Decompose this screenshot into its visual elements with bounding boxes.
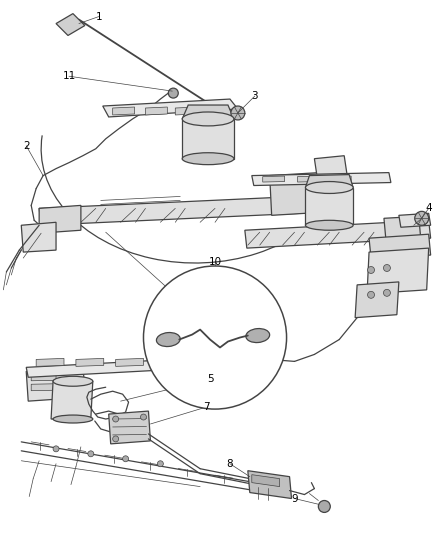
Circle shape <box>53 446 59 452</box>
Polygon shape <box>39 196 321 225</box>
Ellipse shape <box>53 415 93 423</box>
Polygon shape <box>297 176 319 182</box>
Polygon shape <box>182 119 234 159</box>
Polygon shape <box>175 107 197 115</box>
Text: 7: 7 <box>203 402 209 412</box>
Polygon shape <box>263 176 285 182</box>
Ellipse shape <box>156 333 180 346</box>
Ellipse shape <box>246 328 270 343</box>
Circle shape <box>123 456 129 462</box>
Polygon shape <box>39 205 81 233</box>
Polygon shape <box>252 475 279 487</box>
Polygon shape <box>26 367 86 401</box>
Text: 10: 10 <box>208 257 222 267</box>
Polygon shape <box>305 175 353 188</box>
Text: 11: 11 <box>62 71 76 81</box>
Circle shape <box>383 289 390 296</box>
Polygon shape <box>367 248 429 294</box>
Circle shape <box>157 461 163 467</box>
Polygon shape <box>329 176 351 182</box>
Polygon shape <box>109 411 150 444</box>
Ellipse shape <box>305 182 353 193</box>
Text: 5: 5 <box>207 374 213 384</box>
Polygon shape <box>182 105 234 119</box>
Circle shape <box>113 416 119 422</box>
Polygon shape <box>116 358 144 366</box>
Ellipse shape <box>305 220 353 230</box>
Polygon shape <box>145 107 167 115</box>
Polygon shape <box>56 14 85 36</box>
Polygon shape <box>369 234 431 258</box>
Polygon shape <box>399 213 431 227</box>
Polygon shape <box>76 358 104 366</box>
Circle shape <box>415 212 429 225</box>
Polygon shape <box>270 173 321 215</box>
Circle shape <box>367 292 374 298</box>
Polygon shape <box>103 99 238 117</box>
Circle shape <box>318 500 330 512</box>
Circle shape <box>141 414 146 420</box>
Text: 8: 8 <box>226 459 233 469</box>
Polygon shape <box>21 222 56 252</box>
Text: 4: 4 <box>425 204 432 213</box>
Text: 1: 1 <box>95 12 102 22</box>
Polygon shape <box>26 358 212 377</box>
Polygon shape <box>252 173 391 185</box>
Polygon shape <box>384 216 421 240</box>
Circle shape <box>168 88 178 98</box>
Polygon shape <box>305 188 353 225</box>
Circle shape <box>367 266 374 273</box>
Circle shape <box>88 451 94 457</box>
Circle shape <box>113 436 119 442</box>
Text: 3: 3 <box>251 91 258 101</box>
Polygon shape <box>31 374 56 381</box>
Polygon shape <box>248 471 292 498</box>
Ellipse shape <box>182 153 234 165</box>
Circle shape <box>383 264 390 271</box>
Ellipse shape <box>182 112 234 126</box>
Text: 2: 2 <box>23 141 29 151</box>
Text: 9: 9 <box>291 494 298 504</box>
Polygon shape <box>113 107 134 115</box>
Polygon shape <box>31 384 56 391</box>
Polygon shape <box>36 358 64 366</box>
Ellipse shape <box>53 376 93 386</box>
Polygon shape <box>245 220 431 248</box>
Circle shape <box>231 106 245 120</box>
Polygon shape <box>51 381 93 419</box>
Circle shape <box>144 266 286 409</box>
Polygon shape <box>355 282 399 318</box>
Polygon shape <box>314 156 347 179</box>
